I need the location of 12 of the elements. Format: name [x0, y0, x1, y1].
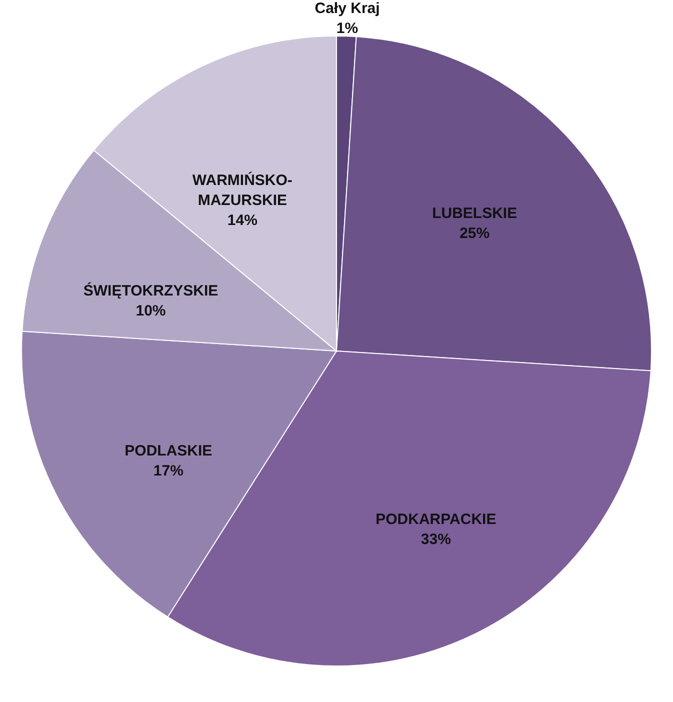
slice-label: WARMIŃSKO-MAZURSKIE: [192, 170, 292, 209]
slice-label: PODKARPACKIE: [376, 511, 496, 528]
data-label: 14%: [227, 212, 258, 229]
slice-label: Cały Kraj: [314, 0, 380, 18]
data-label: 17%: [153, 462, 184, 480]
data-label: 10%: [136, 302, 166, 320]
data-label: 25%: [460, 224, 490, 242]
data-label: 33%: [420, 531, 451, 548]
data-label: 1%: [336, 20, 358, 38]
slice-label: LUBELSKIE: [432, 204, 518, 222]
slice-label: ŚWIĘTOKRZYSKIE: [83, 282, 218, 300]
slice-label: PODLASKIE: [124, 442, 212, 460]
